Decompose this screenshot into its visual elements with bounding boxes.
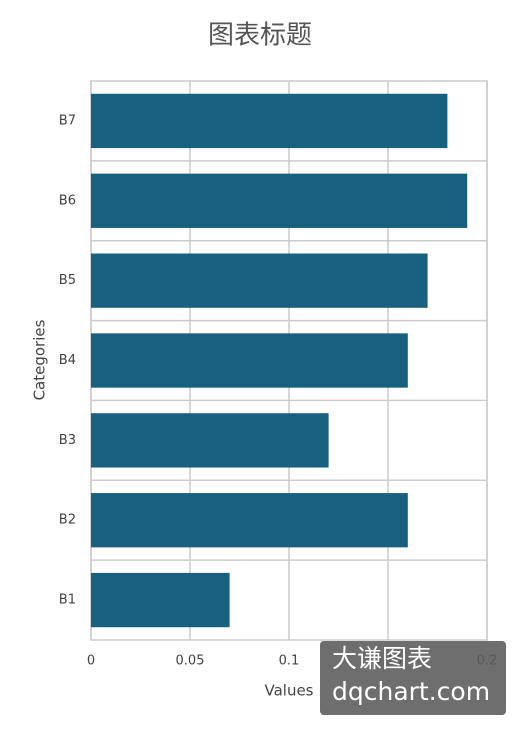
bar — [91, 173, 468, 228]
x-tick-label: 0 — [87, 654, 95, 669]
bar — [91, 413, 329, 468]
y-tick-label: B5 — [59, 273, 76, 288]
y-axis-label: Categories — [31, 319, 49, 400]
y-tick-label: B1 — [59, 593, 76, 608]
y-tick-label: B2 — [59, 513, 76, 528]
bar — [91, 493, 408, 548]
x-tick-label: 0.05 — [176, 654, 205, 669]
x-axis-label: Values — [264, 682, 313, 700]
y-tick-label: B4 — [59, 353, 76, 368]
bar — [91, 93, 448, 149]
y-tick-label: B6 — [59, 193, 76, 208]
watermark-box — [320, 641, 506, 715]
bar — [91, 253, 428, 308]
watermark-text: 大谦图表 — [332, 644, 432, 673]
y-tick-label: B7 — [59, 113, 76, 128]
watermark-text: dqchart.com — [332, 677, 490, 706]
bar — [91, 572, 230, 628]
y-tick-label: B3 — [59, 433, 76, 448]
chart-title: 图表标题 — [208, 21, 312, 51]
x-tick-label: 0.1 — [279, 654, 300, 669]
bar — [91, 333, 408, 388]
